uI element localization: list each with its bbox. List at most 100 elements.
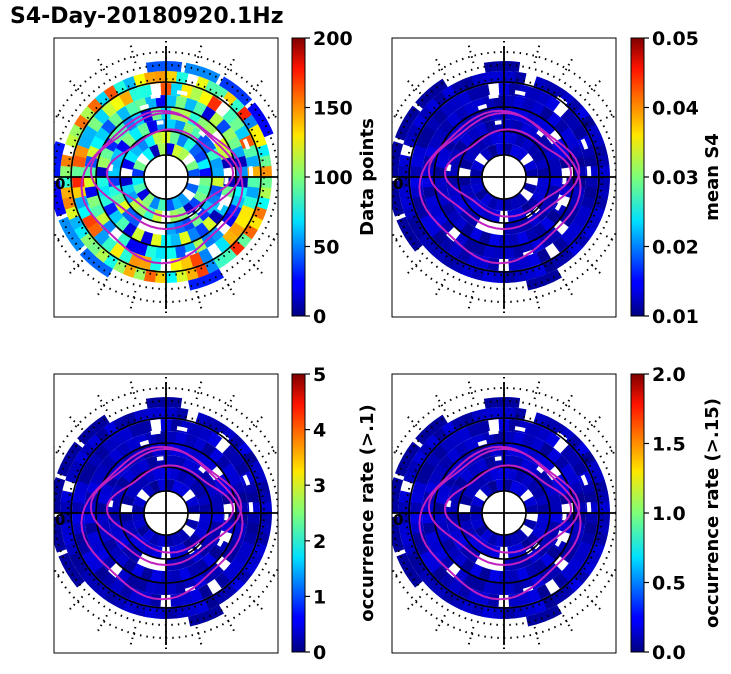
heatmap-cell	[144, 580, 157, 595]
data-gap	[216, 538, 225, 547]
heatmap-cell	[101, 101, 118, 118]
colorbar-tick-label: 0.01	[652, 306, 699, 328]
magenta-contour	[80, 109, 244, 265]
heatmap-cell	[447, 578, 463, 595]
heatmap-cell	[226, 472, 242, 487]
heatmap-cell	[201, 441, 217, 458]
heatmap-cell	[86, 530, 102, 545]
heatmap-cell	[141, 528, 155, 543]
data-gap	[139, 103, 150, 111]
radial-tick	[66, 413, 84, 431]
heatmap-cell	[198, 90, 214, 107]
heatmap-cell	[209, 157, 224, 170]
heatmap-cell	[595, 154, 610, 168]
radial-tick	[404, 259, 422, 277]
heatmap-cell	[157, 143, 167, 156]
heatmap-cell	[144, 244, 157, 259]
data-gap	[514, 90, 526, 96]
heatmap-cell	[192, 101, 208, 117]
heatmap-cell	[184, 62, 221, 84]
data-gap	[242, 474, 251, 486]
heatmap-cell	[487, 144, 499, 158]
heatmap-cell	[154, 71, 167, 84]
heatmap-cell	[539, 200, 555, 215]
heatmap-cell	[201, 139, 217, 155]
heatmap-cell	[597, 513, 610, 525]
heatmap-cell	[543, 484, 559, 498]
heatmap-cell	[233, 186, 248, 199]
data-gap	[580, 474, 589, 486]
heatmap-cell	[54, 477, 66, 513]
magenta-contour	[443, 464, 573, 554]
data-gap	[488, 93, 499, 99]
data-gap	[536, 466, 545, 474]
heatmap-cell	[155, 94, 167, 108]
heatmap-cell	[222, 444, 239, 461]
heatmap-cell	[165, 606, 178, 619]
heatmap-cell	[165, 582, 177, 595]
heatmap-cell	[509, 480, 522, 495]
heatmap-cell	[177, 147, 191, 162]
heatmap-cell	[259, 513, 272, 525]
heatmap-cell	[527, 252, 542, 268]
heatmap-cell	[207, 431, 223, 448]
data-gap	[554, 538, 563, 547]
heatmap-cell	[396, 552, 423, 588]
heatmap-cell	[87, 557, 104, 574]
heatmap-cell	[459, 132, 475, 148]
heatmap-cell	[154, 606, 166, 619]
heatmap-cell	[174, 580, 188, 595]
heatmap-cell	[178, 566, 192, 582]
heatmap-cell	[143, 407, 157, 422]
heatmap-cell	[397, 512, 411, 525]
heatmap-cell	[128, 126, 144, 142]
heatmap-cell	[93, 565, 110, 582]
heatmap-cell	[142, 542, 156, 557]
radial-tick	[404, 413, 422, 431]
data-gap	[536, 130, 545, 138]
heatmap-cell	[412, 480, 428, 495]
radial-tick	[586, 413, 604, 431]
heatmap-cell	[524, 227, 539, 243]
heatmap-cell	[572, 213, 589, 230]
heatmap-cell	[242, 195, 258, 210]
heatmap-cell	[453, 535, 469, 551]
heatmap-cell	[115, 535, 131, 551]
heatmap-cell	[171, 532, 183, 546]
heatmap-cell	[96, 166, 109, 177]
data-gap	[586, 501, 592, 513]
heatmap-cell	[171, 196, 183, 210]
heatmap-cell	[410, 165, 423, 177]
heatmap-cell	[486, 531, 499, 546]
radial-tick	[248, 595, 266, 613]
heatmap-cell	[259, 165, 272, 178]
colorbar-tick-label: 1.5	[652, 434, 686, 456]
heatmap-cell	[493, 431, 505, 444]
heatmap-cell	[484, 455, 497, 470]
heatmap-cell	[514, 469, 528, 484]
heatmap-cell	[431, 565, 448, 582]
heatmap-cell	[516, 566, 530, 582]
colorbar	[291, 37, 306, 317]
radial-tick	[562, 391, 575, 412]
colorbar-tick-label: 1.0	[652, 503, 686, 525]
heatmap-cell	[141, 192, 155, 207]
panel-bottom-right: 0 0.0 0.5 1.0 1.5 2.0 occurrence rate (>.15)	[391, 364, 723, 664]
heatmap-cell	[504, 431, 516, 444]
heatmap-cell	[176, 469, 190, 484]
heatmap-cell	[539, 475, 555, 491]
colorbar-tick-label: 3	[313, 475, 326, 497]
colorbar-tick-label: 0.5	[652, 573, 686, 595]
heatmap-cell	[123, 149, 139, 164]
heatmap-cell	[513, 431, 526, 446]
heatmap-cell	[60, 512, 73, 525]
heatmap-cell	[431, 229, 448, 246]
heatmap-cell	[175, 95, 188, 110]
heatmap-cell	[123, 485, 139, 500]
colorbar	[291, 373, 306, 653]
heatmap-cell	[245, 155, 260, 168]
heatmap-cell	[187, 168, 200, 178]
colorbar-label: occurrence rate (>.1)	[357, 404, 378, 621]
heatmap-cell	[422, 521, 437, 535]
heatmap-cell	[525, 504, 538, 514]
